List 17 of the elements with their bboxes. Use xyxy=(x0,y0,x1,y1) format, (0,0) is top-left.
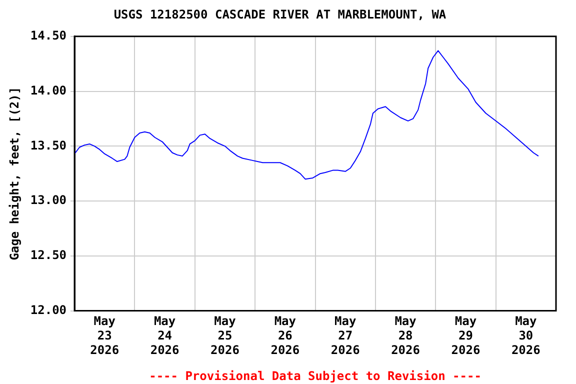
chart-title: USGS 12182500 CASCADE RIVER AT MARBLEMOUNT, WA xyxy=(114,7,447,22)
x-tick-label: May 24 2026 xyxy=(150,314,180,357)
text: ---- Provisional Data Subject to Revision ---- xyxy=(149,369,482,383)
y-tick-label: 14.00 xyxy=(30,83,67,98)
x-tick-label: May 29 2026 xyxy=(451,314,480,357)
x-tick-label: May 26 2026 xyxy=(270,314,300,357)
y-tick-label: 12.00 xyxy=(30,302,67,317)
x-tick-label: May 30 2026 xyxy=(511,314,540,357)
x-tick-label: May 25 2026 xyxy=(210,314,240,357)
y-tick-label: 14.50 xyxy=(30,28,67,43)
y-axis-title: Gage height, feet, [(2)] xyxy=(7,86,22,260)
x-tick-label: May 27 2026 xyxy=(330,314,360,357)
y-tick-label: 13.50 xyxy=(30,138,67,152)
x-tick-label: May 28 2026 xyxy=(391,314,420,357)
y-tick-label: 12.50 xyxy=(30,248,67,262)
y-tick-label: 13.00 xyxy=(30,193,67,208)
x-tick-label: May 23 2026 xyxy=(90,314,120,357)
